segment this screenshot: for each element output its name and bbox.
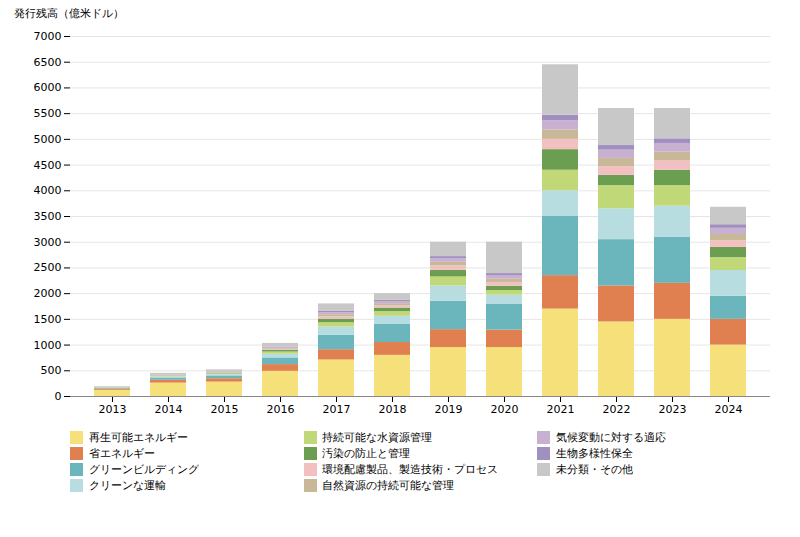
svg-text:7000: 7000 (34, 30, 62, 43)
html-text:未分類・その他: 未分類・その他 (555, 463, 633, 476)
html-text:グリーンビルディング: グリーンビルディング (88, 463, 199, 476)
svg-text:2017: 2017 (323, 403, 351, 416)
svg-text:0: 0 (55, 390, 62, 403)
svg-text:4000: 4000 (34, 184, 62, 197)
svg-text:2013: 2013 (99, 403, 127, 416)
html-text:汚染の防止と管理: 汚染の防止と管理 (322, 447, 411, 460)
html-text:自然資源の持続可能な管理: 自然資源の持続可能な管理 (322, 479, 455, 492)
svg-text:3500: 3500 (34, 210, 62, 223)
svg-text:6500: 6500 (34, 56, 62, 69)
svg-text:6000: 6000 (34, 81, 62, 94)
svg-text:1000: 1000 (34, 339, 62, 352)
html-text:再生可能エネルギー: 再生可能エネルギー (88, 431, 188, 444)
html-text:省エネルギー: 省エネルギー (88, 447, 155, 460)
svg-text:500: 500 (41, 364, 62, 377)
svg-text:4500: 4500 (34, 159, 62, 172)
html-text:持続可能な水資源管理: 持続可能な水資源管理 (322, 431, 433, 444)
svg-text:5000: 5000 (34, 133, 62, 146)
svg-text:2022: 2022 (603, 403, 631, 416)
svg-text:2018: 2018 (379, 403, 407, 416)
svg-text:2016: 2016 (267, 403, 295, 416)
svg-text:発行残高（億米ドル）: 発行残高（億米ドル） (14, 7, 124, 20)
svg-text:2024: 2024 (715, 403, 743, 416)
svg-text:2023: 2023 (659, 403, 687, 416)
svg-text:1500: 1500 (34, 313, 62, 326)
svg-text:5500: 5500 (34, 107, 62, 120)
svg-text:2020: 2020 (491, 403, 519, 416)
svg-text:3000: 3000 (34, 236, 62, 249)
svg-text:2021: 2021 (547, 403, 575, 416)
svg-text:2015: 2015 (211, 403, 239, 416)
svg-text:2014: 2014 (155, 403, 183, 416)
svg-text:2019: 2019 (435, 403, 463, 416)
html-text:生物多様性保全: 生物多様性保全 (555, 447, 633, 460)
html-text:クリーンな運輸: クリーンな運輸 (88, 479, 166, 492)
svg-text:2000: 2000 (34, 287, 62, 300)
html-text:環境配慮製品、製造技術・プロセス: 環境配慮製品、製造技術・プロセス (322, 463, 499, 476)
svg-text:2500: 2500 (34, 261, 62, 274)
html-text:気候変動に対する適応: 気候変動に対する適応 (555, 431, 666, 444)
